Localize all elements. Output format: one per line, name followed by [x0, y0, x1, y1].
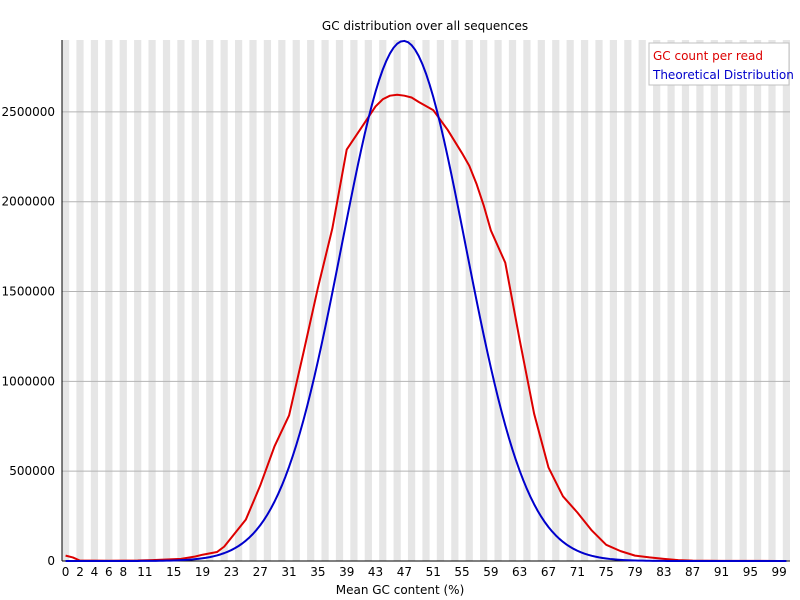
stripe	[653, 40, 661, 561]
y-tick-label: 1000000	[2, 374, 55, 388]
x-tick-label: 59	[483, 565, 498, 579]
stripe	[710, 40, 718, 561]
stripe	[364, 40, 372, 561]
stripe	[249, 40, 257, 561]
x-tick-label: 75	[599, 565, 614, 579]
stripe	[220, 40, 228, 561]
x-tick-label: 35	[310, 565, 325, 579]
x-tick-label: 95	[743, 565, 758, 579]
x-tick-label: 55	[454, 565, 469, 579]
x-tick-label: 51	[426, 565, 441, 579]
y-tick-label: 2000000	[2, 195, 55, 209]
stripe	[768, 40, 776, 561]
x-tick-label: 39	[339, 565, 354, 579]
stripe	[638, 40, 646, 561]
x-tick-labels: 0 2 4 6 8 11 15 19 23 27 31 35 39 43 47 51 55 59 63 67 71 75 7…	[62, 565, 787, 579]
x-tick-label: 47	[397, 565, 412, 579]
stripe	[105, 40, 113, 561]
stripe	[494, 40, 502, 561]
stripe	[62, 40, 70, 561]
x-tick-label: 99	[772, 565, 787, 579]
x-tick-label: 19	[195, 565, 210, 579]
stripe	[725, 40, 733, 561]
x-tick-label: 83	[656, 565, 671, 579]
stripe	[782, 40, 790, 561]
x-tick-label: 15	[166, 565, 181, 579]
x-tick-label: 6	[105, 565, 113, 579]
legend: GC count per read Theoretical Distributi…	[648, 42, 794, 86]
legend-item-theoretical: Theoretical Distribution	[652, 68, 794, 82]
series-line-theoretical	[65, 39, 787, 562]
stripe	[278, 40, 286, 561]
stripe	[422, 40, 430, 561]
stripe	[739, 40, 747, 561]
stripe	[451, 40, 459, 561]
series-line-gc-count	[65, 93, 780, 562]
stripe	[148, 40, 156, 561]
stripe	[552, 40, 560, 561]
legend-box	[648, 42, 790, 86]
y-tick-label: 500000	[9, 464, 55, 478]
stripe	[566, 40, 574, 561]
y-tick-label: 2500000	[2, 105, 55, 119]
stripe	[119, 40, 127, 561]
x-tick-label: 63	[512, 565, 527, 579]
x-tick-label: 4	[91, 565, 99, 579]
stripe	[263, 40, 272, 561]
y-tick-labels: 0 500000 1000000 1500000 2000000 2500000	[2, 105, 55, 568]
stripe	[537, 40, 545, 561]
stripe	[436, 40, 445, 561]
x-tick-label: 71	[570, 565, 585, 579]
stripe	[407, 40, 416, 561]
stripe	[696, 40, 704, 561]
chart-title: GC distribution over all sequences	[322, 19, 528, 33]
stripe	[350, 40, 358, 561]
x-tick-label: 11	[137, 565, 152, 579]
stripe	[609, 40, 618, 561]
x-tick-label: 91	[714, 565, 729, 579]
x-tick-label: 43	[368, 565, 383, 579]
y-tick-label: 0	[47, 554, 55, 568]
stripe	[292, 40, 300, 561]
x-tick-label: 23	[224, 565, 239, 579]
legend-item-gc-count: GC count per read	[653, 49, 763, 63]
stripe	[753, 40, 762, 561]
stripe	[234, 40, 243, 561]
x-tick-label: 87	[685, 565, 700, 579]
x-tick-label: 79	[627, 565, 642, 579]
stripe	[523, 40, 531, 561]
x-tick-label: 27	[253, 565, 268, 579]
stripe	[162, 40, 171, 561]
stripe	[335, 40, 344, 561]
stripe	[580, 40, 589, 561]
x-tick-label: 8	[119, 565, 127, 579]
stripe	[191, 40, 199, 561]
stripe	[480, 40, 488, 561]
stripe	[465, 40, 473, 561]
stripe	[667, 40, 675, 561]
stripe	[595, 40, 603, 561]
x-tick-label: 2	[76, 565, 84, 579]
series-layer	[65, 39, 787, 562]
x-axis-label: Mean GC content (%)	[336, 583, 465, 597]
stripe	[76, 40, 84, 561]
stripe	[681, 40, 690, 561]
y-tick-label: 1500000	[2, 285, 55, 299]
gridlines	[62, 111, 790, 472]
x-tick-label: 31	[281, 565, 296, 579]
stripe	[624, 40, 632, 561]
stripe	[379, 40, 387, 561]
stripe	[307, 40, 315, 561]
x-tick-label: 0	[62, 565, 70, 579]
x-tick-label: 67	[541, 565, 556, 579]
stripe	[321, 40, 329, 561]
stripe	[177, 40, 185, 561]
stripe	[393, 40, 401, 561]
stripe	[206, 40, 214, 561]
stripe	[90, 40, 99, 561]
stripe	[134, 40, 142, 561]
